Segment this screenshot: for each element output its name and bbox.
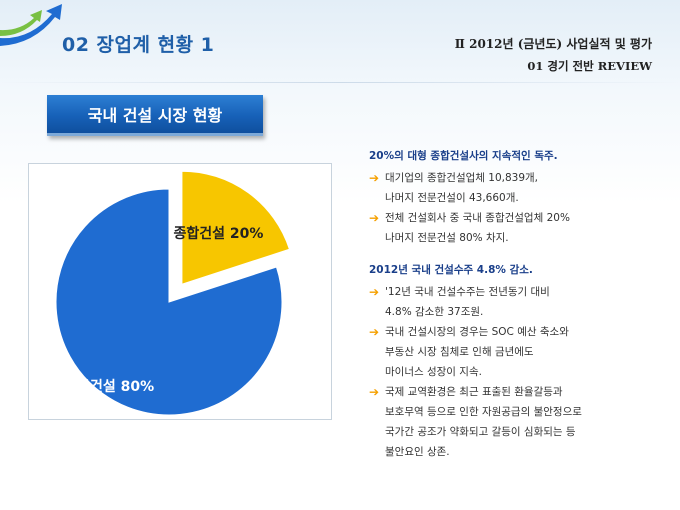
arrow-bullet-icon: ➔ <box>369 211 380 225</box>
content-column: 20%의 대형 종합건설사의 지속적인 독주. ➔ 대기업의 종합건설업체 10… <box>369 146 659 462</box>
pie-slice-2 <box>55 188 283 416</box>
list-item: ➔ '12년 국내 건설수주는 전년동기 대비 4.8% 감소한 37조원. <box>369 282 659 322</box>
bullet-line: 대기업의 종합건설업체 10,839개, <box>385 172 539 184</box>
bullet-line: 국가간 공조가 약화되고 갈등이 심화되는 등 <box>385 426 576 438</box>
arrow-bullet-icon: ➔ <box>369 285 380 299</box>
list-item: ➔ 국내 건설시장의 경우는 SOC 예산 축소와 부동산 시장 침체로 인해 … <box>369 322 659 382</box>
bullet-line: 부동산 시장 침체로 인해 금년에도 <box>385 346 534 358</box>
bullet-line: 마이너스 성장이 지속. <box>385 366 482 378</box>
section-title: 02 장업계 현황 1 <box>62 34 215 56</box>
bullet-line: 불안요인 상존. <box>385 446 450 458</box>
pie-chart-panel: 종합건설 20% 전문건설 80% <box>28 163 332 420</box>
list-item: ➔ 국제 교역환경은 최근 표출된 환율갈등과 보호무역 등으로 인한 자원공급… <box>369 382 659 462</box>
arrow-bullet-icon: ➔ <box>369 171 380 185</box>
bullet-line: 국제 교역환경은 최근 표출된 환율갈등과 <box>385 386 563 398</box>
block1-heading: 20%의 대형 종합건설사의 지속적인 독주. <box>369 150 558 162</box>
pie-slice-1 <box>181 170 291 285</box>
subchapter-title: 01 경기 전반 REVIEW <box>527 59 652 73</box>
bullet-line: '12년 국내 건설수주는 전년동기 대비 <box>385 286 550 298</box>
list-item: ➔ 전체 건설회사 중 국내 종합건설업체 20% 나머지 전문건설 80% 차… <box>369 208 659 248</box>
arrow-bullet-icon: ➔ <box>369 385 380 399</box>
bullet-line: 전체 건설회사 중 국내 종합건설업체 20% <box>385 212 570 224</box>
list-item: ➔ 대기업의 종합건설업체 10,839개, 나머지 전문건설이 43,660개… <box>369 168 659 208</box>
bullet-line: 국내 건설시장의 경우는 SOC 예산 축소와 <box>385 326 569 338</box>
bullet-line: 보호무역 등으로 인한 자원공급의 불안정으로 <box>385 406 582 418</box>
pie-slice-label: 전문건설 80% <box>64 378 154 395</box>
chapter-title: Ⅱ 2012년 (금년도) 사업실적 및 평가 <box>454 37 652 51</box>
pie-slice-label: 종합건설 20% <box>174 225 264 242</box>
header-divider <box>0 82 680 83</box>
bullet-line: 나머지 전문건설 80% 차지. <box>385 232 509 244</box>
pie-chart: 종합건설 20% 전문건설 80% <box>55 170 291 416</box>
bullet-line: 나머지 전문건설이 43,660개. <box>385 192 519 204</box>
swoosh-arrow-icon <box>0 4 62 46</box>
section-banner: 국내 건설 시장 현황 <box>47 95 263 136</box>
block2-heading: 2012년 국내 건설수주 4.8% 감소. <box>369 264 533 276</box>
banner-title: 국내 건설 시장 현황 <box>87 106 223 125</box>
arrow-bullet-icon: ➔ <box>369 325 380 339</box>
bullet-line: 4.8% 감소한 37조원. <box>385 306 484 318</box>
